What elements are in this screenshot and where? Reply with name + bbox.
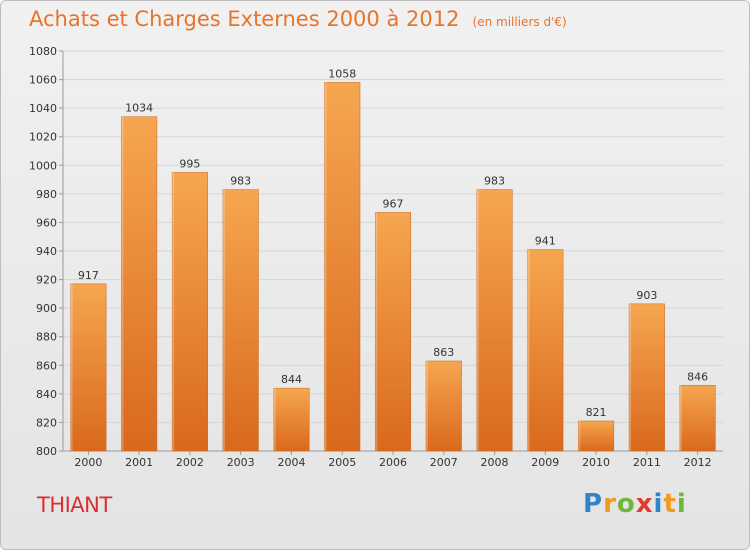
- bar: [527, 249, 564, 452]
- title-block: Achats et Charges Externes 2000 à 2012 (…: [29, 7, 567, 31]
- x-tick-label: 2001: [125, 456, 153, 469]
- bar-value-label: 1058: [328, 67, 356, 80]
- bar-value-label: 846: [687, 370, 708, 383]
- bar: [171, 172, 208, 452]
- bar-value-label: 967: [383, 197, 404, 210]
- x-tick-label: 2011: [633, 456, 661, 469]
- y-tick-label: 1020: [29, 131, 57, 144]
- x-tick-label: 2004: [277, 456, 305, 469]
- x-tick-label: 2002: [176, 456, 204, 469]
- bar-value-label: 903: [636, 289, 657, 302]
- y-tick-label: 1060: [29, 74, 57, 87]
- bar-value-label: 941: [535, 235, 556, 248]
- logo-letter: i: [676, 489, 687, 519]
- y-tick-label: 940: [36, 245, 57, 258]
- y-tick-label: 960: [36, 216, 57, 229]
- bar-highlight: [679, 385, 682, 451]
- bar-value-label: 821: [586, 406, 607, 419]
- logo-letter: o: [616, 489, 636, 519]
- bar-highlight: [476, 189, 479, 452]
- proxiti-logo[interactable]: Proxiti: [583, 489, 687, 519]
- bar: [70, 283, 107, 452]
- bar: [679, 385, 716, 452]
- bar: [324, 82, 361, 452]
- bar-highlight: [578, 421, 581, 451]
- y-tick-label: 840: [36, 388, 57, 401]
- bar: [222, 189, 259, 452]
- bar: [425, 360, 462, 452]
- bar-highlight: [273, 388, 276, 451]
- x-tick-label: 2009: [531, 456, 559, 469]
- bar: [578, 420, 615, 452]
- bar-value-label: 863: [433, 346, 454, 359]
- bar: [628, 303, 665, 452]
- bar: [121, 116, 158, 452]
- bar-value-label: 983: [484, 175, 505, 188]
- bar-highlight: [426, 361, 428, 451]
- y-tick-label: 1080: [29, 45, 57, 58]
- bar: [476, 189, 513, 452]
- bar-layer: [70, 82, 716, 452]
- y-tick-label: 980: [36, 188, 57, 201]
- x-tick-label: 2007: [430, 456, 458, 469]
- x-tick-label: 2010: [582, 456, 610, 469]
- y-tick-label: 1040: [29, 102, 57, 115]
- x-tick-label: 2008: [481, 456, 509, 469]
- commune-name: THIANT: [37, 493, 112, 517]
- bar-highlight: [121, 116, 124, 451]
- bar: [374, 212, 412, 452]
- bar-value-label: 917: [78, 269, 99, 282]
- logo-letter: x: [635, 489, 654, 519]
- bar-value-label: 1034: [125, 102, 153, 115]
- bar-value-label: 983: [230, 175, 251, 188]
- y-tick-label: 860: [36, 359, 57, 372]
- bar-highlight: [375, 212, 378, 451]
- bar-highlight: [172, 172, 175, 451]
- x-tick-label: 2000: [74, 456, 102, 469]
- bar-value-label: 844: [281, 373, 302, 386]
- logo-letter: r: [603, 489, 617, 519]
- chart-title: Achats et Charges Externes 2000 à 2012: [29, 7, 460, 31]
- y-tick-label: 820: [36, 416, 57, 429]
- bar-highlight: [70, 283, 73, 451]
- y-tick-label: 1000: [29, 159, 57, 172]
- x-tick-label: 2012: [684, 456, 712, 469]
- y-tick-label: 800: [36, 445, 57, 458]
- bar: [273, 387, 310, 452]
- chart-subtitle: (en milliers d'€): [472, 15, 567, 29]
- bar-highlight: [222, 189, 225, 452]
- logo-letter: i: [653, 489, 664, 519]
- x-tick-label: 2006: [379, 456, 407, 469]
- logo-letter: P: [583, 489, 604, 519]
- x-tick-label: 2005: [328, 456, 356, 469]
- y-tick-label: 900: [36, 302, 57, 315]
- logo-letter: t: [663, 489, 677, 519]
- bar-highlight: [629, 303, 632, 451]
- bar-highlight: [324, 82, 327, 451]
- bar-highlight: [527, 249, 530, 451]
- y-tick-label: 920: [36, 274, 57, 287]
- x-tick-label: 2003: [227, 456, 255, 469]
- label-layer: 917 2000 1034 2001 995 2002 983 2003 844 2004 1058…: [74, 67, 711, 469]
- bar-value-label: 995: [179, 157, 200, 170]
- y-tick-label: 880: [36, 331, 57, 344]
